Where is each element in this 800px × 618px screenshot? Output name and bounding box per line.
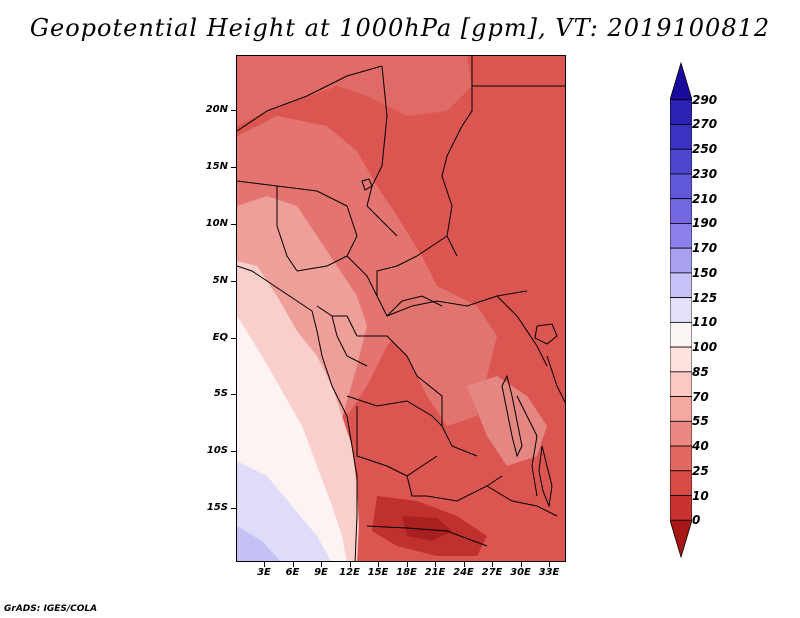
colorbar-level-label: 85 bbox=[692, 364, 709, 379]
colorbar-level-label: 210 bbox=[692, 191, 718, 206]
lon-label: 9E bbox=[314, 567, 328, 578]
field-mid-red-center bbox=[377, 286, 497, 426]
lon-tick bbox=[463, 562, 465, 567]
lon-label: 6E bbox=[285, 567, 300, 578]
colorbar-segment bbox=[670, 99, 692, 125]
lat-label: 10S bbox=[206, 445, 228, 456]
colorbar-level-label: 70 bbox=[692, 389, 709, 404]
colorbar-level-label: 230 bbox=[692, 166, 718, 181]
lat-tick bbox=[231, 281, 236, 282]
lon-tick bbox=[264, 562, 265, 567]
lon-tick bbox=[406, 562, 408, 567]
colorbar-segment bbox=[670, 371, 692, 397]
coastline bbox=[237, 265, 358, 561]
footer-credit: GrADS: IGES/COLA bbox=[4, 604, 98, 614]
colorbar-segment bbox=[670, 124, 692, 150]
colorbar-level-label: 190 bbox=[692, 216, 718, 231]
field-mid-red-north bbox=[237, 56, 472, 126]
lat-label: 5N bbox=[212, 275, 228, 286]
lat-label: 15N bbox=[205, 161, 228, 172]
lat-label: 15S bbox=[206, 502, 228, 513]
lake-chad bbox=[361, 178, 373, 191]
colorbar-segment bbox=[670, 470, 692, 496]
colorbar-level-label: 25 bbox=[692, 463, 709, 478]
lon-label: 15E bbox=[367, 567, 389, 578]
colorbar-level-label: 40 bbox=[692, 439, 709, 454]
field-light-blue bbox=[237, 526, 281, 561]
colorbar-level-label: 270 bbox=[692, 117, 718, 132]
colorbar-segment bbox=[670, 223, 692, 249]
colorbar-segment bbox=[670, 445, 692, 472]
lon-label: 18E bbox=[396, 567, 417, 578]
lat-tick bbox=[231, 508, 236, 509]
lon-label: 33E bbox=[538, 567, 560, 578]
colorbar-segment bbox=[670, 272, 692, 299]
lon-label: 12E bbox=[339, 567, 360, 578]
colorbar bbox=[670, 61, 692, 559]
lon-label: 21E bbox=[424, 567, 446, 578]
lon-label: 30E bbox=[510, 567, 531, 578]
lon-tick bbox=[549, 562, 550, 567]
lat-tick bbox=[231, 338, 236, 339]
colorbar-level-label: 110 bbox=[692, 315, 718, 330]
lon-tick bbox=[378, 562, 379, 567]
colorbar-segment bbox=[670, 346, 692, 373]
lon-tick bbox=[435, 562, 436, 567]
map-field-svg bbox=[237, 56, 565, 561]
lat-tick bbox=[231, 224, 236, 225]
lat-label: 10N bbox=[205, 218, 228, 229]
colorbar-segment bbox=[670, 173, 692, 200]
lon-tick bbox=[492, 562, 493, 567]
field-light-red bbox=[237, 196, 367, 436]
colorbar-level-label: 125 bbox=[692, 290, 718, 305]
colorbar-segment bbox=[670, 519, 692, 559]
colorbar-segment bbox=[670, 198, 692, 224]
colorbar-level-label: 150 bbox=[692, 265, 718, 280]
colorbar-level-label: 290 bbox=[692, 92, 718, 107]
field-mid-red-east bbox=[467, 376, 547, 466]
lat-label: EQ bbox=[212, 332, 228, 343]
field-pale-blue bbox=[237, 461, 331, 561]
lon-label: 3E bbox=[257, 567, 271, 578]
lat-label: 20N bbox=[205, 104, 228, 115]
lake-victoria bbox=[534, 323, 558, 345]
lat-tick bbox=[231, 167, 236, 168]
lon-tick bbox=[520, 562, 522, 567]
colorbar-level-label: 170 bbox=[692, 241, 718, 256]
colorbar-level-label: 100 bbox=[692, 340, 718, 355]
colorbar-segment bbox=[670, 321, 692, 348]
field-pale-pink bbox=[237, 261, 359, 561]
colorbar-segment bbox=[670, 148, 692, 175]
map-plot-area bbox=[236, 55, 566, 562]
lon-tick bbox=[292, 562, 294, 567]
lake-malawi bbox=[538, 445, 553, 508]
lon-tick bbox=[349, 562, 351, 567]
lon-label: 27E bbox=[481, 567, 503, 578]
colorbar-segment bbox=[670, 420, 692, 447]
colorbar-level-label: 10 bbox=[692, 488, 709, 503]
colorbar-segment bbox=[670, 61, 692, 101]
colorbar-segment bbox=[670, 297, 692, 323]
lat-tick bbox=[231, 110, 236, 111]
country-borders bbox=[237, 56, 565, 547]
lat-tick bbox=[231, 394, 236, 395]
lat-tick bbox=[231, 451, 236, 452]
lon-tick bbox=[321, 562, 322, 567]
lon-label: 24E bbox=[453, 567, 474, 578]
field-darkest-red bbox=[402, 516, 452, 541]
colorbar-segment bbox=[670, 247, 692, 274]
colorbar-level-label: 0 bbox=[692, 513, 701, 528]
colorbar-level-label: 250 bbox=[692, 142, 718, 157]
colorbar-segment bbox=[670, 495, 692, 521]
colorbar-segment bbox=[670, 396, 692, 422]
colorbar-level-label: 55 bbox=[692, 414, 709, 429]
chart-title: Geopotential Height at 1000hPa [gpm], VT… bbox=[29, 14, 771, 42]
lake-tanganyika bbox=[501, 374, 523, 458]
lat-label: 5S bbox=[213, 388, 228, 399]
